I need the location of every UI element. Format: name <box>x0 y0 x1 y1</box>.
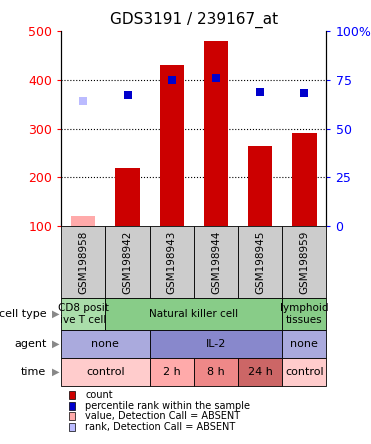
Text: agent: agent <box>14 339 46 349</box>
Bar <box>160 65 184 226</box>
Text: 8 h: 8 h <box>207 367 225 377</box>
Text: GSM198945: GSM198945 <box>255 230 265 294</box>
Bar <box>71 216 95 226</box>
Text: Natural killer cell: Natural killer cell <box>149 309 239 319</box>
Text: value, Detection Call = ABSENT: value, Detection Call = ABSENT <box>85 411 240 421</box>
Text: CD8 posit
ive T cell: CD8 posit ive T cell <box>58 303 109 325</box>
Text: ▶: ▶ <box>52 309 59 319</box>
Text: GSM198959: GSM198959 <box>299 230 309 294</box>
Bar <box>248 146 272 226</box>
Text: time: time <box>21 367 46 377</box>
Title: GDS3191 / 239167_at: GDS3191 / 239167_at <box>110 12 278 28</box>
Text: count: count <box>85 390 113 400</box>
Bar <box>204 41 228 226</box>
Text: ▶: ▶ <box>52 339 59 349</box>
Text: GSM198958: GSM198958 <box>78 230 88 294</box>
Text: rank, Detection Call = ABSENT: rank, Detection Call = ABSENT <box>85 422 236 432</box>
Text: control: control <box>285 367 324 377</box>
Text: control: control <box>86 367 125 377</box>
Text: none: none <box>290 339 318 349</box>
Text: lymphoid
tissues: lymphoid tissues <box>280 303 329 325</box>
Text: GSM198943: GSM198943 <box>167 230 177 294</box>
Text: 24 h: 24 h <box>248 367 273 377</box>
Text: percentile rank within the sample: percentile rank within the sample <box>85 400 250 411</box>
Bar <box>292 134 316 226</box>
Text: GSM198942: GSM198942 <box>122 230 132 294</box>
Bar <box>115 167 140 226</box>
Text: GSM198944: GSM198944 <box>211 230 221 294</box>
Text: none: none <box>92 339 119 349</box>
Text: ▶: ▶ <box>52 367 59 377</box>
Text: cell type: cell type <box>0 309 46 319</box>
Text: 2 h: 2 h <box>163 367 181 377</box>
Text: IL-2: IL-2 <box>206 339 226 349</box>
